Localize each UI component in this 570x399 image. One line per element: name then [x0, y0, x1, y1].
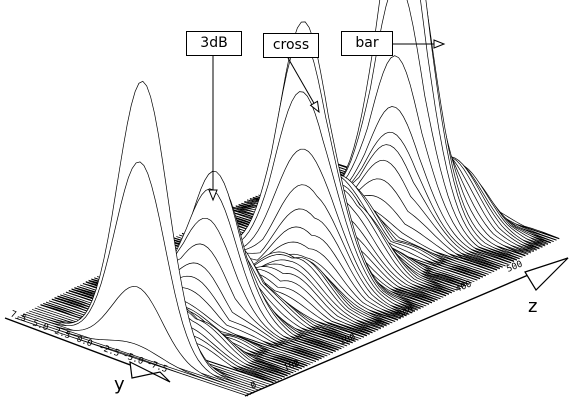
z-tick-label: 0: [249, 380, 258, 391]
axes-group: [4, 257, 569, 397]
annotation-bar: bar: [341, 31, 393, 56]
y-tick-label: 5.0: [31, 318, 50, 333]
arrow-3db-head: [208, 189, 218, 202]
waterfall-trace: [20, 285, 254, 394]
annotation-3db: 3dB: [186, 31, 242, 56]
waterfall-trace: [14, 317, 249, 397]
y-axis-arrow: [129, 360, 171, 383]
waterfall-trace: [23, 161, 257, 393]
y-axis-label: y: [114, 374, 125, 395]
z-axis-line: [244, 257, 569, 397]
annotation-cross: cross: [263, 33, 319, 58]
z-axis-arrow: [524, 257, 569, 291]
waterfall-traces: [14, 0, 560, 397]
y-tick-label: 7.5: [9, 309, 28, 324]
arrow-cross-head: [309, 100, 320, 114]
z-axis-label: z: [528, 296, 538, 317]
arrow-bar-head: [433, 39, 446, 49]
waterfall-trace: [17, 316, 251, 395]
annotation-arrows: [208, 39, 446, 202]
